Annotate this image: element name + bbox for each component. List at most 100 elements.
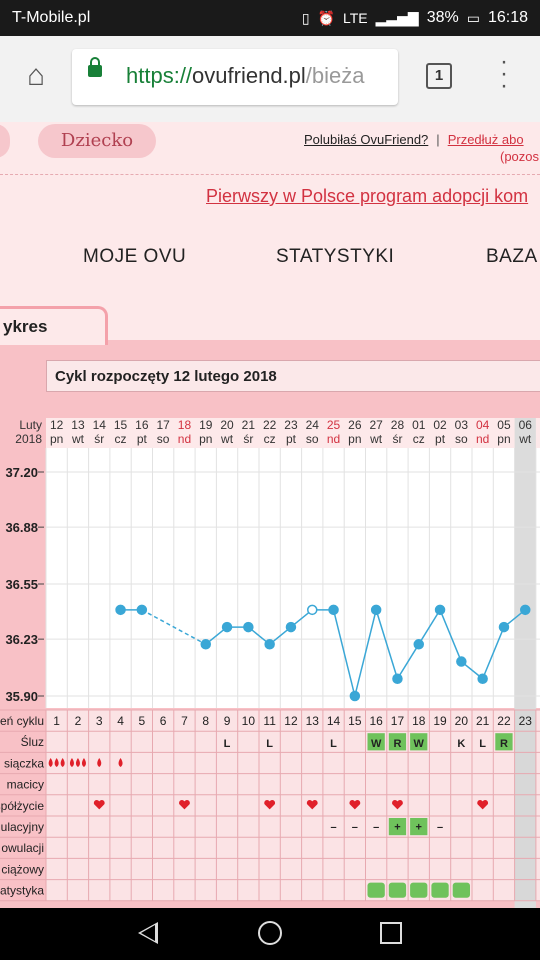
extend-subscription-link[interactable]: Przedłuż abo bbox=[447, 132, 524, 147]
nav-baza[interactable]: BAZA bbox=[486, 246, 538, 267]
temperature-point bbox=[370, 604, 382, 616]
temperature-point bbox=[413, 639, 424, 650]
battery-label: 38% bbox=[426, 9, 459, 26]
promo-link[interactable]: Pierwszy w Polsce program adopcji kom bbox=[206, 186, 529, 206]
status-bar: T-Mobile.pl ▯ ⏰ LTE ▂▃▅▇ 38% ▭ 16:18 bbox=[0, 0, 540, 36]
date-weekday: wt bbox=[369, 432, 383, 446]
cycle-day-number: 1 bbox=[53, 714, 60, 728]
temperature-line-segment bbox=[481, 626, 505, 680]
menstruation-drop-icon bbox=[54, 758, 59, 767]
signal-icon: ▂▃▅▇ bbox=[375, 9, 419, 26]
browser-toolbar: ⌂ https://ovufriend.pl/bieża 1 · · · bbox=[0, 36, 540, 123]
top-links: Polubiłaś OvuFriend? | Przedłuż abo bbox=[304, 132, 524, 147]
date-weekday: cz bbox=[413, 432, 425, 446]
date-weekday: pt bbox=[137, 432, 148, 446]
date-weekday: śr bbox=[392, 432, 402, 446]
temperature-point bbox=[307, 604, 318, 616]
temperature-point bbox=[328, 604, 339, 616]
temperature-line-segment bbox=[418, 609, 441, 645]
date-day: 21 bbox=[242, 418, 256, 432]
like-link[interactable]: Polubiłaś OvuFriend? bbox=[304, 132, 429, 147]
home-icon[interactable]: ⌂ bbox=[26, 59, 46, 92]
url-host: ovufriend.pl bbox=[192, 63, 306, 88]
month-label: Luty bbox=[19, 418, 42, 432]
date-day: 15 bbox=[114, 418, 128, 432]
date-weekday: śr bbox=[94, 432, 104, 446]
temperature-point bbox=[392, 673, 403, 685]
nav-pill-partial[interactable] bbox=[0, 124, 10, 158]
cycle-day-number: 12 bbox=[284, 714, 298, 728]
cycle-day-number: 6 bbox=[160, 714, 167, 728]
temperature-point bbox=[264, 639, 275, 650]
row-label: ulacyjny bbox=[1, 820, 44, 834]
url-bar[interactable]: https://ovufriend.pl/bieża bbox=[72, 49, 398, 105]
cycle-day-number: 3 bbox=[96, 714, 103, 728]
date-weekday: nd bbox=[178, 432, 191, 446]
status-icons: ▯ ⏰ LTE ▂▃▅▇ 38% ▭ 16:18 bbox=[302, 9, 528, 27]
nav-moje-ovu[interactable]: MOJE OVU bbox=[83, 246, 187, 267]
cycle-title: Cykl rozpoczęty 12 lutego 2018 bbox=[55, 368, 277, 385]
temperature-chart[interactable]: Luty201812pn13wt14śr15cz16pt17so18nd19pn… bbox=[0, 340, 540, 908]
date-weekday: wt bbox=[71, 432, 85, 446]
date-day: 25 bbox=[327, 418, 341, 432]
carrier-label: T-Mobile.pl bbox=[12, 9, 91, 26]
date-day: 06 bbox=[519, 418, 533, 432]
cycle-day-number: 14 bbox=[327, 714, 341, 728]
date-weekday: cz bbox=[264, 432, 276, 446]
ovulation-test-mark: + bbox=[394, 822, 400, 834]
link-separator: | bbox=[436, 132, 440, 147]
overflow-menu-icon[interactable]: · · · bbox=[500, 48, 508, 99]
extend-subscription-remaining[interactable]: (pozos bbox=[500, 149, 540, 164]
heart-icon bbox=[306, 799, 318, 810]
cycle-day-number: 5 bbox=[139, 714, 146, 728]
date-weekday: wt bbox=[220, 432, 234, 446]
mucus-mark: W bbox=[414, 738, 425, 750]
date-weekday: pn bbox=[497, 432, 510, 446]
year-label: 2018 bbox=[15, 432, 42, 446]
date-day: 17 bbox=[156, 418, 170, 432]
url-scheme: https bbox=[126, 63, 174, 88]
date-day: 20 bbox=[220, 418, 234, 432]
cycle-day-number: 18 bbox=[412, 714, 426, 728]
back-icon[interactable] bbox=[138, 922, 158, 944]
cycle-day-number: 8 bbox=[202, 714, 209, 728]
divider bbox=[0, 174, 540, 175]
date-weekday: wt bbox=[518, 432, 532, 446]
row-label: macicy bbox=[7, 778, 44, 792]
menstruation-drop-icon bbox=[118, 758, 123, 767]
menstruation-drop-icon bbox=[81, 758, 86, 767]
row-label: spółżycie bbox=[0, 799, 44, 813]
date-day: 16 bbox=[135, 418, 149, 432]
cycle-day-number: 23 bbox=[519, 714, 533, 728]
row-label: Śluz bbox=[21, 734, 44, 749]
fertile-leaf-icon bbox=[388, 882, 407, 898]
home-circle-icon[interactable] bbox=[258, 921, 282, 945]
mucus-mark: W bbox=[371, 738, 382, 750]
date-day: 13 bbox=[71, 418, 85, 432]
date-day: 24 bbox=[306, 418, 320, 432]
tab-chart[interactable]: ykres bbox=[0, 306, 108, 345]
child-tab-button[interactable]: Dziecko bbox=[38, 124, 156, 158]
cycle-day-number: 17 bbox=[391, 714, 405, 728]
menstruation-drop-icon bbox=[75, 758, 80, 767]
fertile-leaf-icon bbox=[452, 882, 470, 898]
lock-icon bbox=[88, 57, 102, 77]
mucus-green-cell bbox=[495, 733, 513, 751]
row-label: owulacji bbox=[1, 841, 44, 855]
nav-statystyki[interactable]: STATYSTYKI bbox=[276, 246, 395, 267]
url-text[interactable]: https://ovufriend.pl/bieża bbox=[126, 63, 365, 89]
today-column-table bbox=[514, 710, 536, 901]
heart-icon bbox=[349, 799, 361, 810]
ovulation-test-mark: + bbox=[416, 822, 422, 834]
date-weekday: so bbox=[157, 432, 170, 446]
temperature-point bbox=[349, 690, 361, 702]
heart-icon bbox=[179, 799, 190, 810]
alarm-icon: ⏰ bbox=[317, 9, 335, 26]
cycle-day-number: 22 bbox=[497, 714, 511, 728]
tab-switcher-button[interactable]: 1 bbox=[426, 63, 452, 89]
recent-apps-icon[interactable] bbox=[380, 922, 402, 944]
date-day: 19 bbox=[199, 418, 213, 432]
mucus-mark: L bbox=[479, 738, 486, 750]
date-weekday: cz bbox=[115, 432, 127, 446]
temperature-line-segment bbox=[141, 609, 207, 645]
